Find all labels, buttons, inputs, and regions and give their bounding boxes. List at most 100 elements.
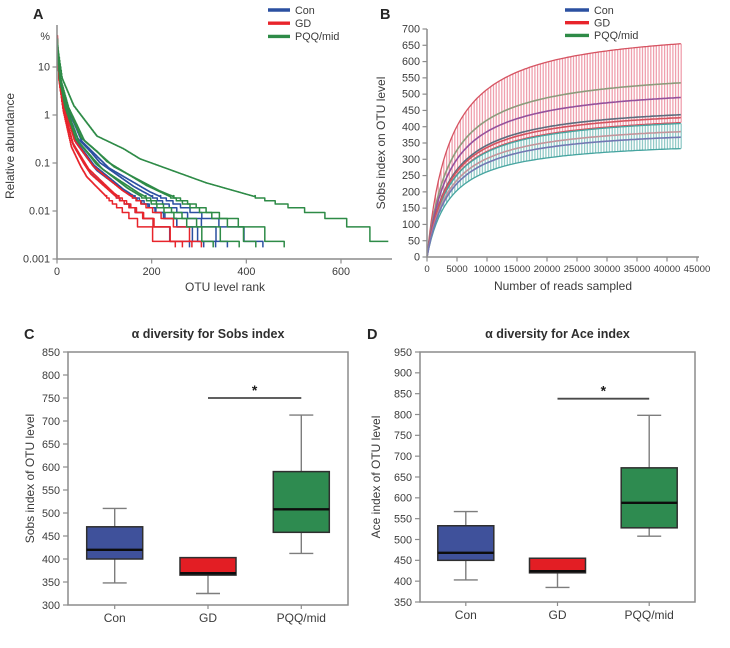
- chart-title: α diversity for Sobs index: [132, 327, 285, 341]
- y-tick-label: 100: [402, 219, 420, 231]
- y-tick-label: 600: [402, 56, 420, 68]
- category-label: Con: [104, 611, 126, 625]
- y-axis-title: Sobs index on OTU level: [374, 77, 388, 210]
- x-axis-title: Number of reads sampled: [494, 279, 632, 293]
- y-tick-label: 750: [394, 430, 412, 442]
- y-axis-unit-label: %: [40, 31, 50, 43]
- y-tick-label: 550: [394, 513, 412, 525]
- y-tick-label: 400: [402, 121, 420, 133]
- legend-label: Con: [295, 5, 315, 17]
- y-tick-label: 450: [42, 531, 60, 543]
- panel-label: C: [24, 327, 35, 343]
- box-GD: [528, 557, 587, 574]
- y-tick-label: 700: [394, 451, 412, 463]
- mean-rarefaction-curve: [426, 82, 681, 256]
- x-tick-label: 20000: [534, 264, 561, 275]
- y-tick-label: 10: [38, 62, 50, 74]
- category-label: GD: [549, 608, 567, 622]
- y-tick-label: 550: [402, 72, 420, 84]
- y-tick-label: 200: [402, 186, 420, 198]
- y-axis-title: Sobs index of OTU level: [23, 414, 37, 543]
- mean-rarefaction-curve: [426, 113, 681, 256]
- mean-rarefaction-curve: [426, 130, 681, 257]
- y-tick-label: 350: [402, 138, 420, 150]
- x-tick-label: 0: [54, 266, 60, 278]
- x-tick-label: 40000: [654, 264, 681, 275]
- y-tick-label: 850: [42, 347, 60, 359]
- y-tick-label: 0.001: [23, 254, 50, 266]
- legend-label: PQQ/mid: [594, 30, 638, 42]
- band-edge-top: [426, 43, 681, 256]
- category-label: Con: [455, 608, 477, 622]
- mean-rarefaction-curve: [426, 96, 681, 256]
- y-tick-label: 750: [42, 393, 60, 405]
- legend-label: PQQ/mid: [295, 31, 339, 43]
- y-tick-label: 850: [394, 388, 412, 400]
- category-label: PQQ/mid: [277, 611, 326, 625]
- legend-label: Con: [594, 5, 614, 17]
- category-label: PQQ/mid: [625, 608, 674, 622]
- y-tick-label: 300: [42, 600, 60, 612]
- y-tick-label: 50: [408, 235, 420, 247]
- x-tick-label: 200: [143, 266, 161, 278]
- panel-label: D: [367, 327, 377, 343]
- panel-a-rank-abundance-chart: % 10 1 0.1 0.01 0.001 0 200 400 600 OTU level rank…: [3, 5, 392, 294]
- y-tick-label: 350: [394, 597, 412, 609]
- panel-a-axes: [56, 25, 392, 260]
- box-Con: [437, 525, 495, 562]
- abundance-curve-PQQ/mid: [56, 47, 240, 248]
- x-tick-label: 0: [424, 264, 429, 275]
- x-tick-label: 45000: [684, 264, 711, 275]
- y-tick-label: 650: [402, 40, 420, 52]
- significance-star: *: [252, 382, 258, 398]
- y-tick-label: 0: [414, 252, 420, 264]
- y-tick-label: 700: [402, 24, 420, 36]
- x-tick-label: 30000: [594, 264, 621, 275]
- abundance-curve-Con: [56, 46, 264, 248]
- mean-rarefaction-curve: [426, 136, 681, 257]
- legend-label: GD: [594, 18, 610, 30]
- abundance-curve-GD: [56, 34, 177, 248]
- x-axis-title: OTU level rank: [185, 280, 266, 294]
- y-tick-label: 400: [394, 576, 412, 588]
- y-tick-label: 0.1: [35, 158, 50, 170]
- abundance-curve-PQQ/mid: [56, 43, 389, 243]
- y-tick-label: 500: [42, 508, 60, 520]
- y-tick-label: 600: [394, 493, 412, 505]
- category-label: GD: [199, 611, 217, 625]
- significance-star: *: [601, 383, 607, 399]
- abundance-curve-PQQ/mid: [56, 44, 285, 248]
- abundance-curve-GD: [56, 40, 203, 248]
- x-tick-label: 400: [237, 266, 255, 278]
- band-edge-bottom: [426, 147, 681, 257]
- y-tick-label: 500: [402, 89, 420, 101]
- y-tick-label: 800: [394, 409, 412, 421]
- y-axis-title: Relative abundance: [3, 93, 17, 199]
- panel-c-sobs-boxplot: 300 350 400 450 500 550 600 650 700 750 800 850 Con G…: [23, 327, 349, 625]
- y-tick-label: 400: [42, 554, 60, 566]
- y-tick-label: 250: [402, 170, 420, 182]
- y-tick-label: 450: [394, 555, 412, 567]
- box-PQQ/mid: [620, 467, 678, 529]
- x-tick-label: 600: [332, 266, 350, 278]
- band-edge-top: [426, 122, 681, 257]
- panel-label-a: A: [33, 7, 44, 23]
- y-tick-label: 150: [402, 203, 420, 215]
- box-Con: [85, 526, 144, 560]
- x-tick-label: 25000: [564, 264, 591, 275]
- box-PQQ/mid: [272, 470, 331, 534]
- x-tick-label: 5000: [446, 264, 467, 275]
- y-tick-label: 900: [394, 368, 412, 380]
- y-tick-label: 800: [42, 370, 60, 382]
- abundance-curve-GD: [56, 47, 193, 248]
- panel-label-b: B: [380, 7, 390, 23]
- x-tick-label: 15000: [504, 264, 531, 275]
- y-axis-title: Ace index of OTU level: [369, 416, 383, 539]
- y-tick-label: 450: [402, 105, 420, 117]
- y-tick-label: 950: [394, 347, 412, 359]
- y-tick-label: 650: [42, 439, 60, 451]
- y-tick-label: 650: [394, 472, 412, 484]
- x-tick-label: 35000: [624, 264, 651, 275]
- box-GD: [179, 556, 237, 576]
